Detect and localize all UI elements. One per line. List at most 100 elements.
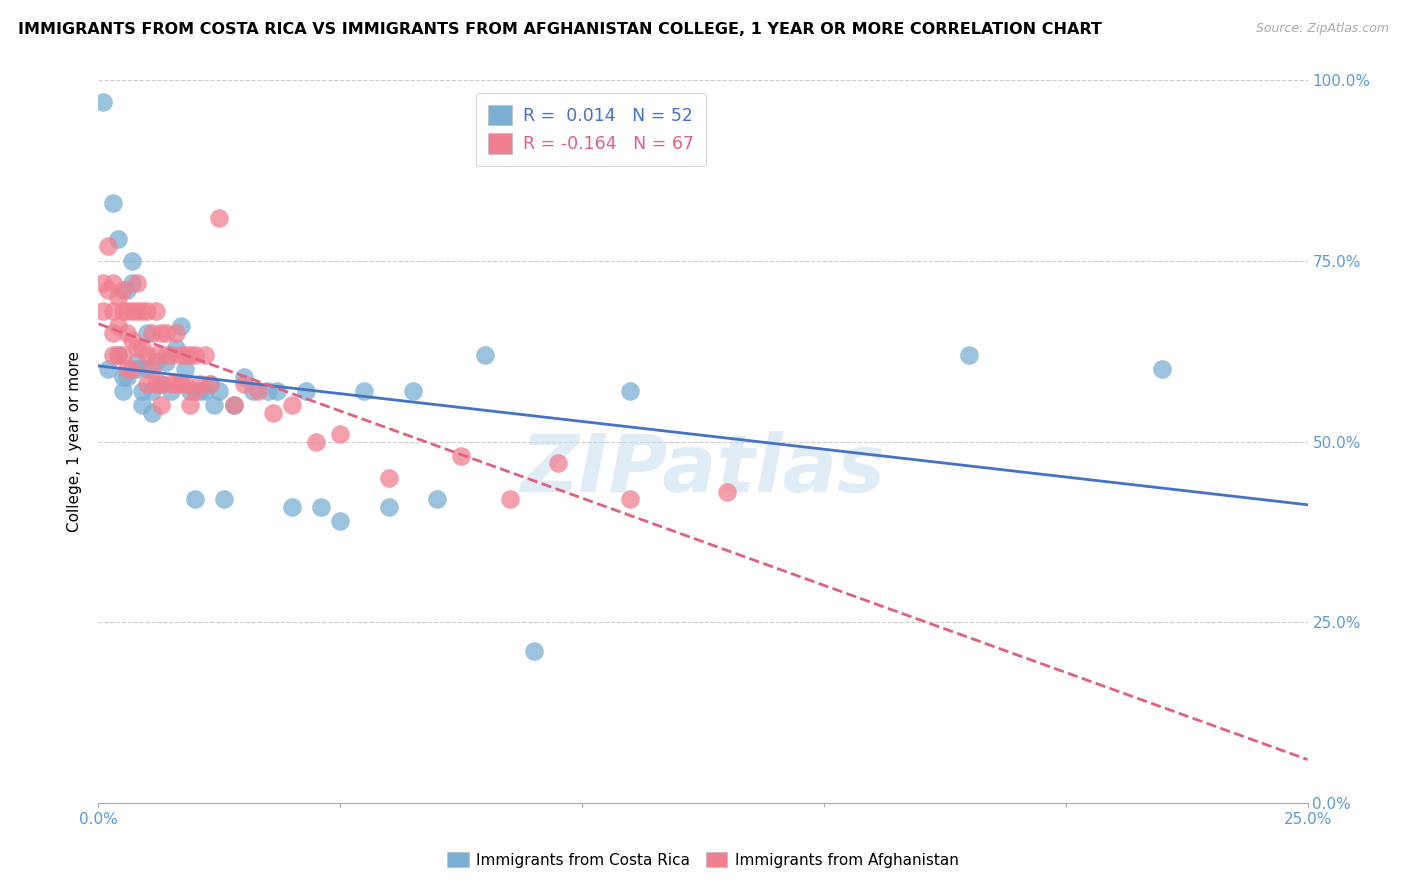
Point (117, 326, 139, 340)
Point (247, 384, 270, 398)
Point (716, 485, 738, 500)
Point (222, 398, 245, 412)
Point (141, 326, 163, 340)
Point (160, 348, 183, 362)
Point (97, 283, 120, 297)
Point (523, 644, 546, 658)
Point (179, 348, 201, 362)
Point (117, 362, 139, 376)
Point (212, 492, 235, 507)
Point (450, 449, 472, 463)
Point (131, 341, 153, 355)
Point (135, 348, 157, 362)
Point (111, 283, 134, 297)
Point (107, 348, 129, 362)
Point (242, 384, 264, 398)
Point (141, 406, 163, 420)
Point (127, 341, 149, 355)
Point (426, 492, 449, 507)
Point (474, 348, 496, 362)
Point (402, 384, 425, 398)
Point (121, 362, 143, 376)
Point (101, 304, 124, 318)
Point (131, 304, 153, 318)
Point (184, 348, 207, 362)
Point (155, 326, 177, 340)
Point (107, 232, 129, 246)
Point (174, 376, 197, 391)
Point (232, 369, 254, 384)
Text: IMMIGRANTS FROM COSTA RICA VS IMMIGRANTS FROM AFGHANISTAN COLLEGE, 1 YEAR OR MOR: IMMIGRANTS FROM COSTA RICA VS IMMIGRANTS… (18, 22, 1102, 37)
Text: Source: ZipAtlas.com: Source: ZipAtlas.com (1256, 22, 1389, 36)
Point (169, 318, 191, 333)
Point (179, 398, 201, 412)
Point (131, 398, 153, 412)
Point (329, 427, 352, 442)
Point (91, 276, 114, 290)
Point (145, 348, 167, 362)
Point (150, 376, 173, 391)
Point (547, 456, 569, 470)
Point (295, 384, 318, 398)
Point (127, 304, 149, 318)
Point (101, 348, 124, 362)
Point (619, 492, 641, 507)
Point (198, 376, 221, 391)
Point (111, 384, 134, 398)
Point (329, 514, 352, 528)
Point (188, 384, 211, 398)
Point (160, 384, 183, 398)
Point (266, 384, 288, 398)
Point (127, 276, 149, 290)
Point (101, 196, 124, 211)
Point (353, 384, 375, 398)
Point (232, 376, 254, 391)
Point (145, 304, 167, 318)
Point (174, 362, 197, 376)
Point (101, 276, 124, 290)
Point (155, 355, 177, 369)
Point (619, 384, 641, 398)
Point (101, 326, 124, 340)
Point (208, 211, 231, 225)
Point (165, 341, 187, 355)
Point (188, 376, 211, 391)
Point (145, 376, 167, 391)
Text: ZIPatlas: ZIPatlas (520, 432, 886, 509)
Point (281, 500, 304, 514)
Point (208, 384, 231, 398)
Point (141, 384, 163, 398)
Point (194, 384, 217, 398)
Point (256, 384, 278, 398)
Point (281, 398, 304, 412)
Point (305, 434, 328, 449)
Point (121, 334, 143, 348)
Y-axis label: College, 1 year or more: College, 1 year or more (67, 351, 83, 532)
Point (135, 376, 157, 391)
Point (150, 376, 173, 391)
Point (160, 376, 183, 391)
Point (150, 326, 173, 340)
Point (127, 355, 149, 369)
Point (165, 326, 187, 340)
Point (169, 348, 191, 362)
Point (107, 290, 129, 304)
Point (169, 376, 191, 391)
Legend: R =  0.014   N = 52, R = -0.164   N = 67: R = 0.014 N = 52, R = -0.164 N = 67 (475, 93, 706, 166)
Point (121, 276, 143, 290)
Point (111, 369, 134, 384)
Point (111, 304, 134, 318)
Point (97, 239, 120, 253)
Point (222, 398, 245, 412)
Point (107, 318, 129, 333)
Point (377, 500, 399, 514)
Point (1152, 362, 1174, 376)
Point (131, 384, 153, 398)
Legend: Immigrants from Costa Rica, Immigrants from Afghanistan: Immigrants from Costa Rica, Immigrants f… (441, 846, 965, 873)
Point (150, 398, 173, 412)
Point (107, 348, 129, 362)
Point (121, 304, 143, 318)
Point (97, 362, 120, 376)
Point (179, 384, 201, 398)
Point (155, 348, 177, 362)
